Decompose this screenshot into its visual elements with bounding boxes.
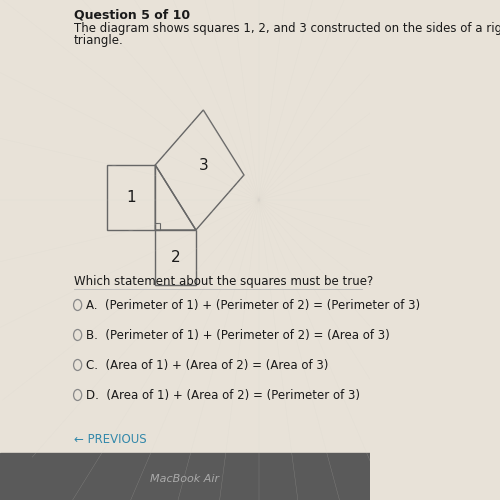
Text: Question 5 of 10: Question 5 of 10 [74, 8, 190, 21]
Text: ← PREVIOUS: ← PREVIOUS [74, 433, 146, 446]
Text: A.  (Perimeter of 1) + (Perimeter of 2) = (Perimeter of 3): A. (Perimeter of 1) + (Perimeter of 2) =… [86, 298, 420, 312]
Text: 2: 2 [171, 250, 180, 265]
Text: C.  (Area of 1) + (Area of 2) = (Area of 3): C. (Area of 1) + (Area of 2) = (Area of … [86, 358, 328, 372]
Text: MacBook Air: MacBook Air [150, 474, 220, 484]
Text: D.  (Area of 1) + (Area of 2) = (Perimeter of 3): D. (Area of 1) + (Area of 2) = (Perimete… [86, 388, 360, 402]
Text: Which statement about the squares must be true?: Which statement about the squares must b… [74, 275, 373, 288]
Text: 3: 3 [199, 158, 209, 174]
Text: The diagram shows squares 1, 2, and 3 constructed on the sides of a right: The diagram shows squares 1, 2, and 3 co… [74, 22, 500, 35]
Bar [0, 453, 370, 500]
Text: triangle.: triangle. [74, 34, 124, 47]
Text: 1: 1 [126, 190, 136, 205]
Bar [155, 223, 160, 230]
Text: B.  (Perimeter of 1) + (Perimeter of 2) = (Area of 3): B. (Perimeter of 1) + (Perimeter of 2) =… [86, 328, 390, 342]
